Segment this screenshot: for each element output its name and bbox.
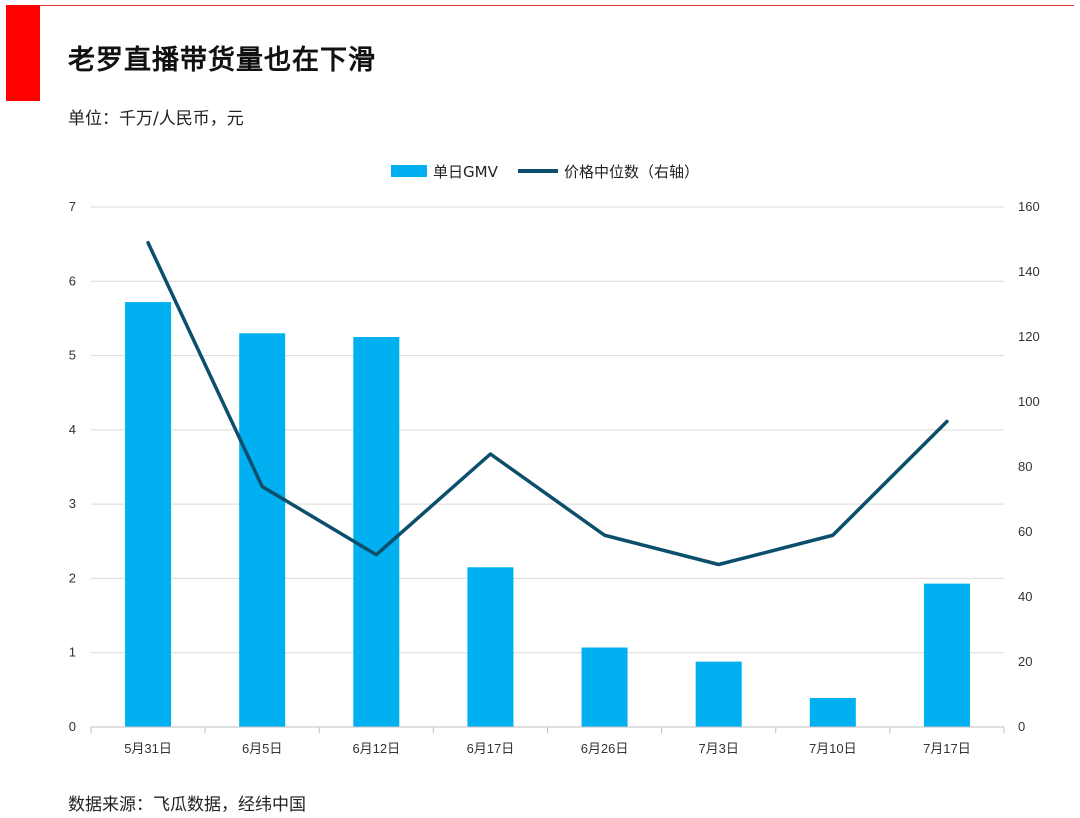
y-right-tick-label: 0 (1018, 719, 1025, 734)
y-right-tick-label: 80 (1018, 459, 1032, 474)
chart-title: 老罗直播带货量也在下滑 (68, 45, 376, 76)
y-right-tick-label: 20 (1018, 654, 1032, 669)
y-right-tick-label: 40 (1018, 589, 1032, 604)
bar (809, 698, 856, 727)
source-note: 数据来源：飞瓜数据，经纬中国 (68, 795, 306, 815)
y-left-tick-label: 1 (69, 645, 76, 660)
bar (923, 583, 970, 727)
top-rule (40, 5, 1074, 6)
bar (467, 567, 514, 727)
legend-label-line: 价格中位数（右轴） (564, 163, 699, 181)
x-tick-label: 6月26日 (581, 741, 629, 756)
x-tick-label: 7月3日 (698, 741, 738, 756)
y-right-tick-label: 60 (1018, 524, 1032, 539)
y-left-tick-label: 2 (69, 570, 76, 585)
bar-series (125, 302, 970, 727)
accent-block (6, 5, 40, 101)
legend: 单日GMV 价格中位数（右轴） (391, 163, 699, 181)
y-left-tick-label: 3 (69, 496, 76, 511)
bar (581, 647, 628, 727)
y-right-tick-label: 160 (1018, 199, 1040, 214)
y-left-tick-label: 5 (69, 348, 76, 363)
x-tick-label: 6月5日 (242, 741, 282, 756)
y-right-tick-label: 100 (1018, 394, 1040, 409)
bar (125, 302, 172, 727)
x-tick-label: 6月12日 (352, 741, 400, 756)
legend-label-bar: 单日GMV (433, 163, 499, 181)
x-tick-label: 7月17日 (923, 741, 971, 756)
line-series (146, 241, 949, 567)
price-median-line (146, 241, 949, 567)
x-tick-label: 6月17日 (467, 741, 515, 756)
bar (353, 337, 400, 727)
grid-lines (91, 206, 1004, 728)
legend-swatch-bar (391, 165, 427, 177)
bar (695, 661, 742, 727)
y-left-tick-label: 0 (69, 719, 76, 734)
y-right-tick-label: 120 (1018, 329, 1040, 344)
y-left-tick-label: 6 (69, 273, 76, 288)
y-right-tick-label: 140 (1018, 264, 1040, 279)
x-tick-label: 7月10日 (809, 741, 857, 756)
unit-note: 单位：千万/人民币，元 (68, 109, 244, 129)
axes: 0 1 2 3 4 5 6 7 0 20 40 60 80 100 120 140 160 5月31日 6月5日 6月… (69, 199, 1040, 756)
y-left-tick-label: 4 (69, 422, 76, 437)
x-tick-label: 5月31日 (124, 741, 172, 756)
y-left-tick-label: 7 (69, 199, 76, 214)
bar (239, 333, 286, 727)
